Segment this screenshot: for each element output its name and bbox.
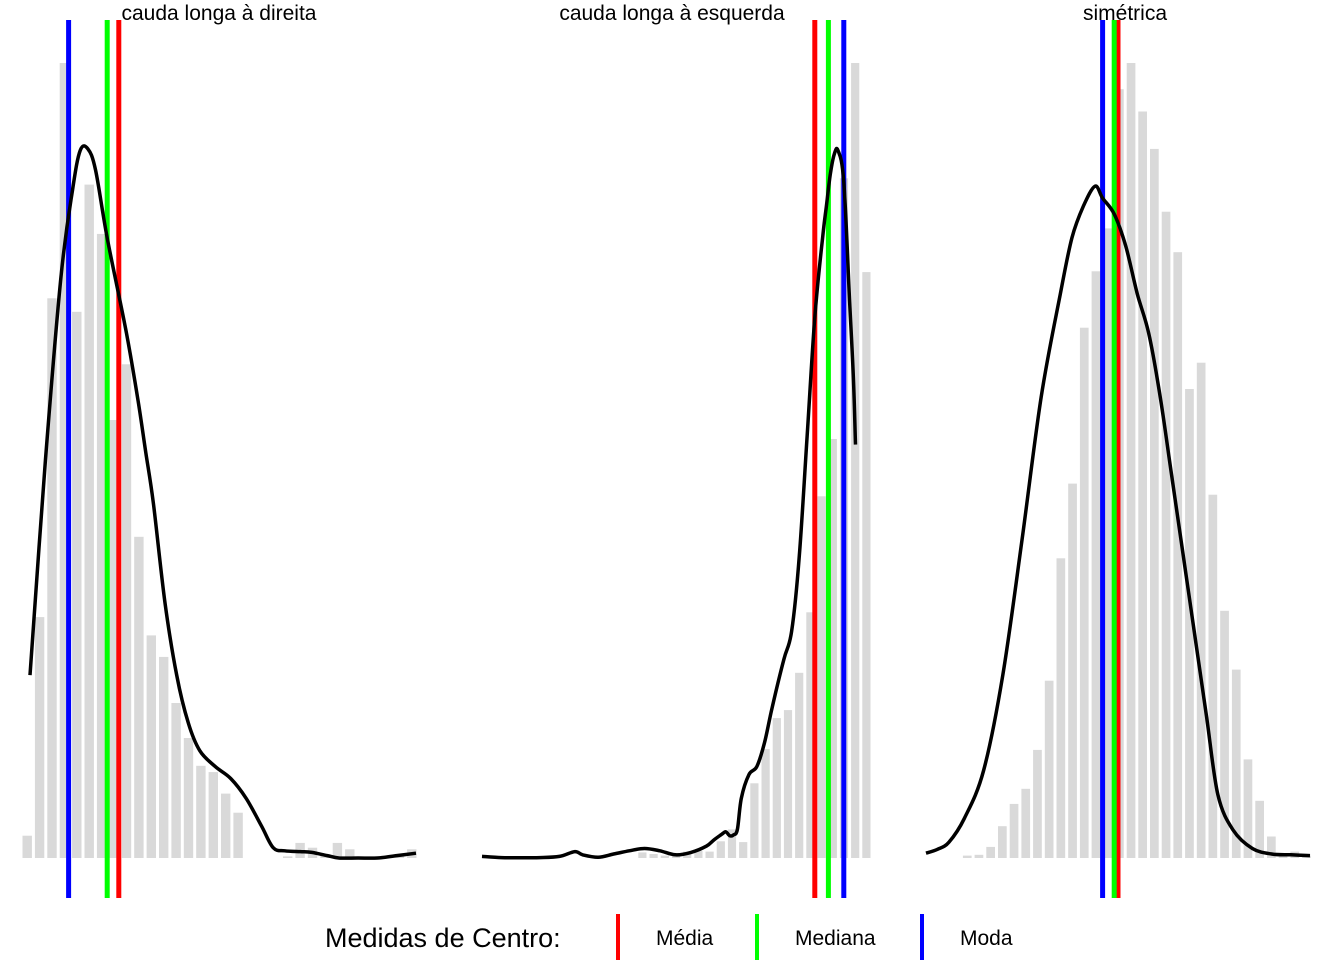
- histogram-bar: [705, 851, 714, 858]
- histogram-bar: [1231, 669, 1241, 858]
- histogram-bar: [716, 841, 725, 858]
- histogram-bar: [974, 854, 984, 858]
- histogram-bar: [806, 612, 815, 858]
- histogram-bar: [772, 718, 781, 858]
- histogram-bar: [159, 656, 169, 858]
- histogram-bar: [761, 749, 770, 858]
- histogram-bar: [1126, 63, 1136, 858]
- histogram-bar: [1220, 610, 1229, 858]
- histogram-bar: [1161, 211, 1171, 858]
- density-curve: [481, 146, 858, 860]
- histogram-bar: [1243, 759, 1253, 858]
- histogram-bar: [1255, 800, 1264, 858]
- histogram-bar: [671, 855, 681, 858]
- panel-right-skewed: cauda longa à direita: [22, 2, 417, 898]
- histogram-bar: [649, 854, 658, 858]
- histogram-bar: [828, 439, 837, 858]
- histogram-bar: [196, 765, 206, 858]
- histogram-bar: [1103, 228, 1112, 858]
- histogram-bar: [998, 826, 1007, 858]
- histogram-bar: [1068, 483, 1077, 858]
- histogram-bar: [638, 852, 647, 858]
- legend-label-mode: Moda: [960, 927, 1013, 950]
- histogram-bar: [233, 812, 243, 858]
- histogram-bar: [1021, 788, 1031, 858]
- histogram-bar: [1091, 271, 1101, 858]
- histogram-bar: [1079, 327, 1089, 858]
- histogram-bar: [1267, 836, 1276, 858]
- histogram-bar: [84, 184, 94, 859]
- histogram-bar: [783, 710, 793, 858]
- histogram-bar: [171, 703, 181, 858]
- histogram-bar: [1208, 494, 1218, 858]
- legend-label-median: Mediana: [795, 927, 876, 950]
- histogram-bar: [1185, 389, 1194, 858]
- histogram-bar: [1173, 252, 1183, 858]
- legend-label-mean: Média: [656, 927, 714, 950]
- density-curve: [925, 184, 1311, 858]
- histogram-bar: [183, 738, 194, 858]
- panel-title: cauda longa à esquerda: [559, 2, 785, 25]
- histogram-bar: [146, 635, 156, 858]
- legend: Medidas de Centro: Média Mediana Moda: [325, 914, 1013, 960]
- histogram-bar: [59, 63, 70, 858]
- histogram-bar: [332, 842, 343, 858]
- histogram-bar: [1033, 749, 1042, 858]
- histogram-bar: [134, 536, 144, 858]
- panel-title: simétrica: [1083, 2, 1167, 25]
- histogram-bar: [986, 846, 995, 858]
- panel-symmetric: simétrica: [925, 2, 1311, 898]
- histogram-bar: [1138, 111, 1147, 858]
- histogram-bar: [862, 272, 871, 859]
- histogram-bar: [817, 496, 826, 858]
- histogram-bar: [22, 835, 32, 858]
- histogram-bar: [121, 364, 132, 858]
- histogram-bar: [394, 856, 405, 858]
- histogram-bar: [851, 63, 860, 858]
- histogram-bar: [283, 856, 293, 858]
- histogram-bar: [739, 842, 748, 858]
- histogram-bar: [109, 420, 119, 858]
- histogram-bar: [1196, 362, 1206, 858]
- histogram-bar: [694, 850, 703, 858]
- histogram-bar: [1150, 148, 1159, 858]
- panel-left-skewed: cauda longa à esquerda: [481, 2, 871, 898]
- histogram-bar: [208, 772, 218, 858]
- histogram-bar: [47, 298, 57, 858]
- histogram-bar: [750, 783, 759, 858]
- histogram-bar: [221, 793, 231, 858]
- histogram-bar: [34, 617, 45, 858]
- histogram-bar: [962, 855, 972, 858]
- histogram-bar: [1056, 558, 1066, 858]
- histogram-bar: [345, 849, 355, 858]
- panel-title: cauda longa à direita: [122, 2, 317, 25]
- histogram-bar: [96, 233, 107, 858]
- histogram-bar: [660, 855, 669, 858]
- histogram-bar: [727, 829, 737, 858]
- histogram-bar: [72, 311, 82, 858]
- histogram-bar: [795, 672, 804, 858]
- histogram-bar: [1044, 680, 1054, 858]
- density-curve: [28, 144, 417, 860]
- histogram-bar: [1009, 803, 1019, 858]
- legend-title: Medidas de Centro:: [325, 923, 561, 953]
